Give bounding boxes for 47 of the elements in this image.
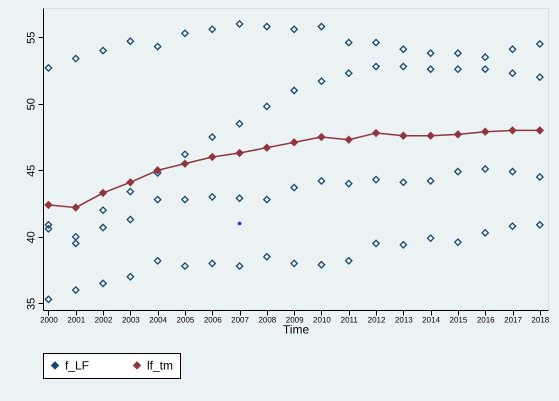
point <box>481 128 490 136</box>
point <box>180 159 190 168</box>
point <box>454 130 462 139</box>
point <box>98 188 108 198</box>
y-tick-label: 55 <box>26 32 38 44</box>
point <box>536 126 544 135</box>
x-tick-label: 2002 <box>94 316 114 324</box>
point <box>426 132 435 140</box>
point <box>44 200 53 210</box>
point <box>344 136 353 144</box>
legend-label: f_LF <box>65 358 90 372</box>
legend-label: lf_tm <box>147 358 174 372</box>
x-tick-label: 2011 <box>340 316 358 324</box>
point <box>399 132 408 140</box>
point <box>317 132 326 142</box>
x-axis-title: Time <box>282 322 310 336</box>
x-tick-label: 2018 <box>531 316 550 324</box>
x-tick-label: 2003 <box>122 316 140 324</box>
point <box>508 126 517 135</box>
x-tick-label: 2000 <box>40 316 58 324</box>
x-tick-label: 2006 <box>204 316 222 324</box>
point <box>235 148 244 158</box>
point <box>208 152 216 162</box>
x-tick-label: 2005 <box>176 316 195 324</box>
point <box>72 203 80 212</box>
x-tick-label: 2009 <box>286 316 304 324</box>
y-tick-label: 50 <box>26 98 38 110</box>
y-tick-label: 40 <box>26 231 38 244</box>
x-tick-label: 2016 <box>476 316 496 324</box>
point <box>126 178 135 186</box>
x-tick-label: 2017 <box>504 316 522 324</box>
x-tick-label: 2004 <box>149 316 168 324</box>
x-tick-label: 2007 <box>231 316 250 324</box>
x-tick-label: 2001 <box>67 316 86 324</box>
point <box>262 144 272 152</box>
x-tick-label: 2014 <box>422 316 441 324</box>
y-tick-label: 35 <box>26 298 38 310</box>
point <box>372 128 380 138</box>
x-tick-label: 2008 <box>258 316 277 324</box>
x-tick-label: 2010 <box>313 316 332 324</box>
x-tick-label: 2015 <box>450 316 468 324</box>
point <box>238 222 242 226</box>
x-tick-label: 2013 <box>394 316 414 324</box>
x-tick-label: 2012 <box>368 316 386 324</box>
point <box>290 138 298 147</box>
y-tick-label: 45 <box>26 164 38 177</box>
point <box>153 166 162 174</box>
